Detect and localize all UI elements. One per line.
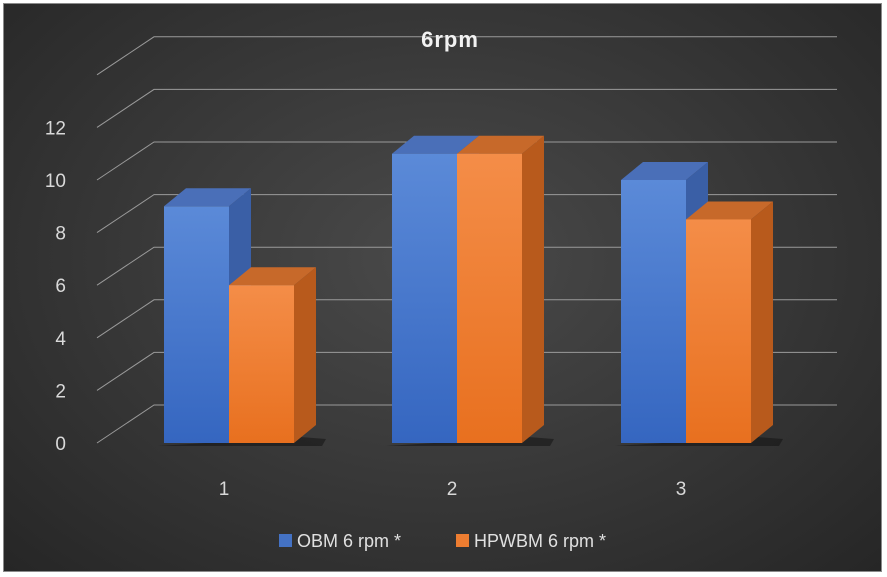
- bar: [457, 135, 544, 443]
- gridline: [96, 36, 837, 76]
- gridline: [96, 88, 837, 128]
- x-tick-label: 1: [219, 479, 230, 500]
- legend-label: OBM 6 rpm *: [297, 531, 401, 551]
- bar-side: [751, 201, 773, 443]
- bar-front: [686, 219, 751, 443]
- legend-item: HPWBM 6 rpm *: [456, 531, 606, 551]
- chart-title: 6rpm: [421, 27, 479, 52]
- gridline: [96, 299, 837, 339]
- gridline: [96, 404, 837, 444]
- bar-top: [457, 135, 544, 154]
- bar-side: [294, 267, 316, 443]
- legend-item: OBM 6 rpm *: [279, 531, 401, 551]
- y-tick-label: 2: [55, 381, 66, 402]
- bar-top: [164, 188, 251, 207]
- bar-front: [229, 285, 294, 443]
- y-tick-label: 4: [55, 329, 66, 350]
- bar: [686, 201, 773, 443]
- bar-side: [522, 135, 544, 443]
- legend-swatch: [456, 534, 469, 547]
- legend: OBM 6 rpm * HPWBM 6 rpm *: [279, 531, 606, 551]
- legend-swatch: [279, 534, 292, 547]
- y-axis-ticks: 0 2 4 6 8 10 12: [45, 118, 67, 455]
- bar-front: [457, 153, 522, 443]
- y-tick-label: 0: [55, 434, 66, 455]
- gridline: [96, 141, 837, 181]
- bar-front: [164, 206, 229, 443]
- bar-top: [621, 162, 708, 180]
- gridline: [96, 351, 837, 391]
- bar-front: [392, 153, 457, 443]
- y-tick-label: 12: [45, 118, 66, 139]
- bar: [229, 267, 316, 443]
- y-tick-label: 6: [55, 276, 66, 297]
- bars: [164, 135, 773, 443]
- gridline: [96, 194, 837, 234]
- gridline: [96, 246, 837, 286]
- x-tick-label: 2: [447, 479, 458, 500]
- y-tick-label: 10: [45, 171, 66, 192]
- legend-label: HPWBM 6 rpm *: [474, 531, 606, 551]
- x-axis-ticks: 1 2 3: [219, 479, 687, 500]
- x-tick-label: 3: [676, 479, 687, 500]
- bar-top: [229, 267, 316, 286]
- y-tick-label: 8: [55, 224, 66, 245]
- gridlines: [96, 36, 837, 444]
- bar-front: [621, 180, 686, 443]
- bar-top: [392, 135, 479, 154]
- bar-top: [686, 201, 773, 220]
